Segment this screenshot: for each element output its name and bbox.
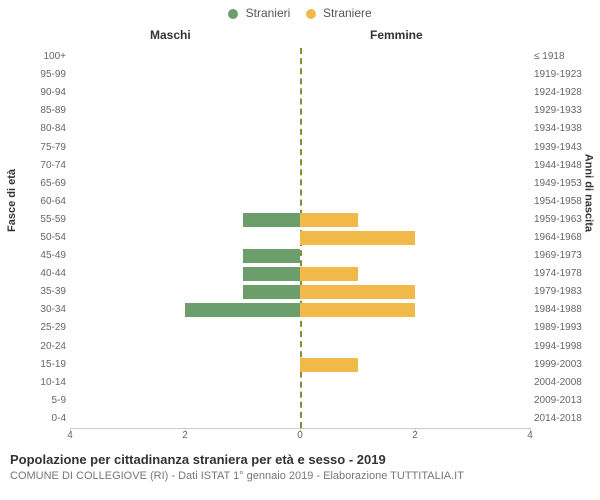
birth-label: 2004-2008 — [534, 378, 600, 388]
age-label: 75-79 — [0, 143, 66, 153]
birth-label: 1944-1948 — [534, 161, 600, 171]
header-male: Maschi — [150, 28, 191, 42]
age-label: 70-74 — [0, 161, 66, 171]
bar-male — [243, 285, 301, 299]
birth-label: 1959-1963 — [534, 215, 600, 225]
x-tick-label: 2 — [412, 430, 418, 441]
birth-label: 1929-1933 — [534, 106, 600, 116]
legend-item-male: Stranieri — [228, 6, 290, 20]
age-label: 25-29 — [0, 323, 66, 333]
x-tick-label: 4 — [527, 430, 533, 441]
age-label: 60-64 — [0, 197, 66, 207]
bar-female — [300, 358, 358, 372]
age-label: 5-9 — [0, 396, 66, 406]
age-label: 80-84 — [0, 124, 66, 134]
bar-female — [300, 213, 358, 227]
chart-title: Popolazione per cittadinanza straniera p… — [10, 452, 386, 467]
age-label: 50-54 — [0, 233, 66, 243]
legend-swatch-female — [306, 9, 316, 19]
age-label: 45-49 — [0, 251, 66, 261]
birth-label: 1994-1998 — [534, 342, 600, 352]
bar-male — [243, 267, 301, 281]
chart-subtitle: COMUNE DI COLLEGIOVE (RI) - Dati ISTAT 1… — [10, 470, 464, 482]
legend-label-male: Stranieri — [246, 6, 291, 20]
age-label: 20-24 — [0, 342, 66, 352]
legend-swatch-male — [228, 9, 238, 19]
birth-label: 1989-1993 — [534, 323, 600, 333]
age-label: 0-4 — [0, 414, 66, 424]
age-label: 40-44 — [0, 269, 66, 279]
birth-label: 1984-1988 — [534, 305, 600, 315]
birth-label: ≤ 1918 — [534, 52, 600, 62]
age-label: 35-39 — [0, 287, 66, 297]
bar-female — [300, 231, 415, 245]
age-label: 85-89 — [0, 106, 66, 116]
birth-label: 2009-2013 — [534, 396, 600, 406]
birth-label: 2014-2018 — [534, 414, 600, 424]
age-label: 10-14 — [0, 378, 66, 388]
birth-label: 1999-2003 — [534, 360, 600, 370]
age-label: 90-94 — [0, 88, 66, 98]
legend-label-female: Straniere — [323, 6, 372, 20]
birth-label: 1939-1943 — [534, 143, 600, 153]
age-label: 65-69 — [0, 179, 66, 189]
bar-male — [243, 213, 301, 227]
header-female: Femmine — [370, 28, 423, 42]
age-label: 15-19 — [0, 360, 66, 370]
birth-label: 1969-1973 — [534, 251, 600, 261]
bar-female — [300, 285, 415, 299]
age-label: 30-34 — [0, 305, 66, 315]
y-labels-age: 100+ 95-99 90-94 85-89 80-84 75-79 70-74 65-69 6… — [0, 48, 66, 428]
birth-label: 1954-1958 — [534, 197, 600, 207]
legend: Stranieri Straniere — [0, 6, 600, 20]
x-tick-label: 4 — [67, 430, 73, 441]
population-pyramid — [70, 48, 530, 428]
legend-item-female: Straniere — [306, 6, 372, 20]
y-labels-birth: ≤ 1918 1919-1923 1924-1928 1929-1933 1934-19… — [534, 48, 600, 428]
birth-label: 1919-1923 — [534, 70, 600, 80]
bar-female — [300, 303, 415, 317]
age-label: 95-99 — [0, 70, 66, 80]
x-tick-label: 0 — [297, 430, 303, 441]
birth-label: 1924-1928 — [534, 88, 600, 98]
bar-female — [300, 267, 358, 281]
birth-label: 1964-1968 — [534, 233, 600, 243]
age-label: 55-59 — [0, 215, 66, 225]
x-tick-label: 2 — [182, 430, 188, 441]
bar-male — [243, 249, 301, 263]
birth-label: 1974-1978 — [534, 269, 600, 279]
birth-label: 1949-1953 — [534, 179, 600, 189]
bar-male — [185, 303, 300, 317]
age-label: 100+ — [0, 52, 66, 62]
birth-label: 1934-1938 — [534, 124, 600, 134]
birth-label: 1979-1983 — [534, 287, 600, 297]
